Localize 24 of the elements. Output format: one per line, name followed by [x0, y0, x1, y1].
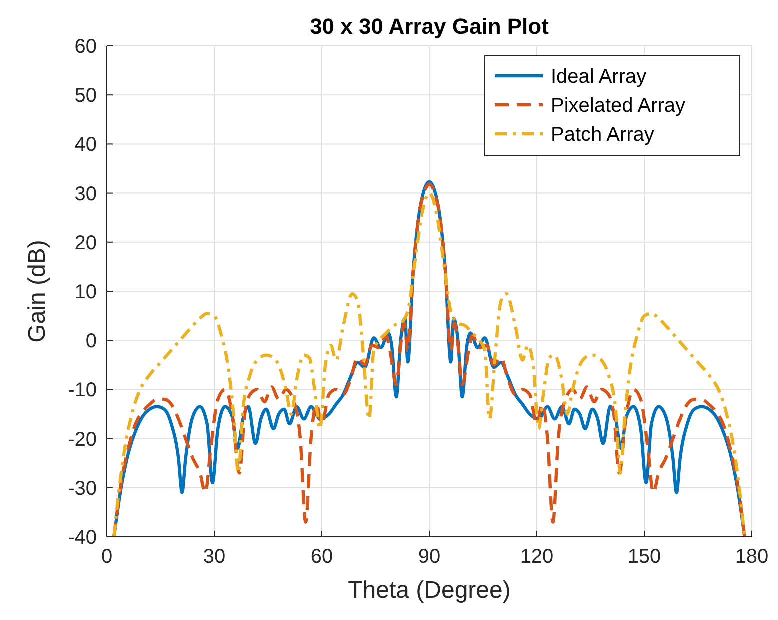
y-tick-label: -30 — [68, 478, 97, 500]
x-tick-label: 180 — [735, 546, 769, 568]
y-axis-title: Gain (dB) — [24, 240, 51, 343]
y-tick-label: 0 — [86, 330, 97, 353]
legend-label: Ideal Array — [551, 66, 647, 88]
legend-label: Pixelated Array — [551, 95, 686, 117]
y-tick-label: -40 — [68, 527, 97, 549]
legend-label: Patch Array — [551, 124, 654, 146]
y-tick-label: 30 — [74, 183, 97, 206]
x-tick-label: 30 — [203, 546, 226, 568]
x-tick-label: 90 — [418, 546, 441, 568]
x-tick-label: 120 — [520, 546, 554, 568]
y-tick-label: 40 — [74, 134, 97, 156]
x-tick-label: 0 — [101, 546, 113, 568]
chart-title: 30 x 30 Array Gain Plot — [310, 14, 550, 39]
y-tick-label: -20 — [68, 428, 97, 451]
x-tick-label: 60 — [310, 546, 334, 568]
y-tick-label: 10 — [74, 282, 97, 304]
x-tick-label: 150 — [628, 546, 662, 568]
y-tick-label: 50 — [74, 85, 97, 108]
y-tick-label: 20 — [74, 232, 97, 254]
y-tick-label: 60 — [74, 36, 97, 58]
y-tick-label: -10 — [68, 380, 97, 402]
x-axis-title: Theta (Degree) — [348, 577, 511, 604]
